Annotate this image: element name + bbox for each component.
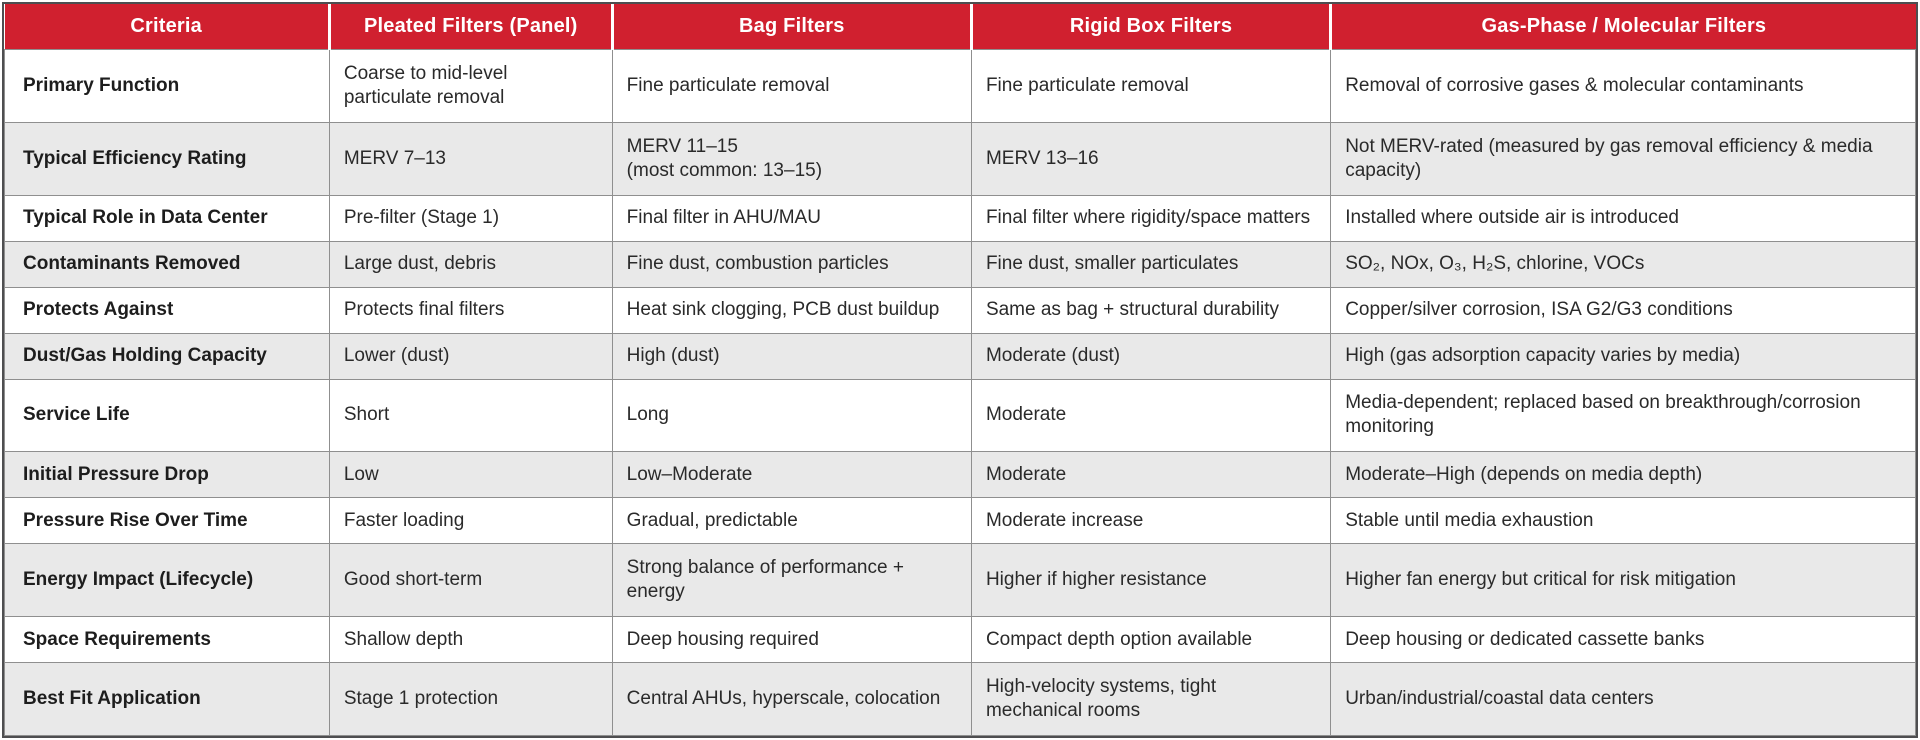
cell: Moderate increase [970, 497, 1332, 545]
row-header: Energy Impact (Lifecycle) [4, 543, 330, 618]
table-row-protects-against: Protects Against Protects final filters … [4, 286, 1916, 334]
cell: Protects final filters [328, 286, 613, 334]
cell: Good short-term [328, 543, 613, 618]
cell: Same as bag + structural durability [970, 286, 1332, 334]
row-header: Pressure Rise Over Time [4, 497, 330, 545]
cell: Central AHUs, hyperscale, colocation [611, 662, 972, 736]
cell: High (dust) [611, 332, 972, 380]
cell: Large dust, debris [328, 240, 613, 288]
cell: Gradual, predictable [611, 497, 972, 545]
row-header: Protects Against [4, 286, 330, 334]
column-header-bag-filters: Bag Filters [610, 4, 973, 50]
cell: Removal of corrosive gases & molecular c… [1330, 49, 1916, 123]
cell: Strong balance of performance + energy [611, 543, 972, 618]
cell: Shallow depth [328, 616, 613, 664]
table-row-role-in-data-center: Typical Role in Data Center Pre-filter (… [4, 194, 1916, 242]
cell: Fine particulate removal [611, 49, 972, 123]
cell: Stable until media exhaustion [1330, 497, 1916, 545]
header-row: Criteria Pleated Filters (Panel) Bag Fil… [4, 4, 1916, 50]
comparison-table: Criteria Pleated Filters (Panel) Bag Fil… [4, 4, 1916, 736]
cell: Moderate [970, 451, 1332, 499]
cell: Low–Moderate [611, 451, 972, 499]
cell: SO₂, NOx, O₃, H₂S, chlorine, VOCs [1330, 240, 1916, 288]
cell: Coarse to mid-level particulate removal [328, 49, 613, 123]
table-row-pressure-rise: Pressure Rise Over Time Faster loading G… [4, 497, 1916, 545]
cell: Copper/silver corrosion, ISA G2/G3 condi… [1330, 286, 1916, 334]
cell: Lower (dust) [328, 332, 613, 380]
cell: Not MERV-rated (measured by gas removal … [1330, 121, 1916, 196]
row-header: Service Life [4, 378, 330, 453]
cell: Installed where outside air is introduce… [1330, 194, 1916, 242]
cell: Moderate–High (depends on media depth) [1330, 451, 1916, 499]
row-header: Initial Pressure Drop [4, 451, 330, 499]
table-row-energy-impact: Energy Impact (Lifecycle) Good short-ter… [4, 543, 1916, 618]
cell: Higher if higher resistance [970, 543, 1332, 618]
cell: Pre-filter (Stage 1) [328, 194, 613, 242]
row-header: Typical Role in Data Center [4, 194, 330, 242]
cell: Deep housing or dedicated cassette banks [1330, 616, 1916, 664]
column-header-pleated-filters: Pleated Filters (Panel) [327, 4, 614, 50]
cell: Moderate (dust) [970, 332, 1332, 380]
row-header: Best Fit Application [4, 662, 330, 736]
cell: High (gas adsorption capacity varies by … [1330, 332, 1916, 380]
row-header: Typical Efficiency Rating [4, 121, 330, 196]
cell: Stage 1 protection [328, 662, 613, 736]
cell: MERV 13–16 [970, 121, 1332, 196]
table-row-efficiency-rating: Typical Efficiency Rating MERV 7–13 MERV… [4, 121, 1916, 196]
table-row-space-requirements: Space Requirements Shallow depth Deep ho… [4, 616, 1916, 664]
cell: Final filter where rigidity/space matter… [970, 194, 1332, 242]
table-row-best-fit-application: Best Fit Application Stage 1 protection … [4, 662, 1916, 736]
row-header: Primary Function [4, 49, 330, 123]
row-header: Space Requirements [4, 616, 330, 664]
cell: Higher fan energy but critical for risk … [1330, 543, 1916, 618]
cell: Faster loading [328, 497, 613, 545]
cell: Media-dependent; replaced based on break… [1330, 378, 1916, 453]
table-row-contaminants-removed: Contaminants Removed Large dust, debris … [4, 240, 1916, 288]
cell: Moderate [970, 378, 1332, 453]
table-row-initial-pressure-drop: Initial Pressure Drop Low Low–Moderate M… [4, 451, 1916, 499]
cell: MERV 11–15 (most common: 13–15) [611, 121, 972, 196]
cell: Heat sink clogging, PCB dust buildup [611, 286, 972, 334]
row-header: Dust/Gas Holding Capacity [4, 332, 330, 380]
cell: Fine dust, smaller particulates [970, 240, 1332, 288]
table-row-primary-function: Primary Function Coarse to mid-level par… [4, 49, 1916, 123]
column-header-rigid-box-filters: Rigid Box Filters [969, 4, 1333, 50]
cell: High-velocity systems, tight mechanical … [970, 662, 1332, 736]
cell: Final filter in AHU/MAU [611, 194, 972, 242]
cell: Fine dust, combustion particles [611, 240, 972, 288]
row-header: Contaminants Removed [4, 240, 330, 288]
cell: Compact depth option available [970, 616, 1332, 664]
cell: Low [328, 451, 613, 499]
cell: Long [611, 378, 972, 453]
cell: Short [328, 378, 613, 453]
cell: Urban/industrial/coastal data centers [1330, 662, 1916, 736]
column-header-criteria: Criteria [4, 4, 331, 50]
cell: Deep housing required [611, 616, 972, 664]
cell: Fine particulate removal [970, 49, 1332, 123]
cell: MERV 7–13 [328, 121, 613, 196]
table-row-holding-capacity: Dust/Gas Holding Capacity Lower (dust) H… [4, 332, 1916, 380]
table-row-service-life: Service Life Short Long Moderate Media-d… [4, 378, 1916, 453]
column-header-gas-phase-filters: Gas-Phase / Molecular Filters [1329, 4, 1916, 50]
